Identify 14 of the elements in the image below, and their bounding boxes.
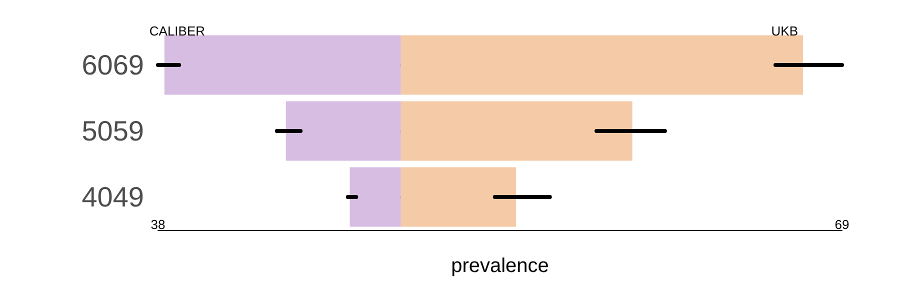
bar [164,35,401,95]
x-tick-label: 69 [834,217,850,232]
bar [400,167,516,227]
bar [400,35,804,95]
y-tick-label: 5059 [82,116,144,146]
bar [350,167,401,227]
series-label: CALIBER [149,23,206,38]
series-label: UKB [771,23,798,38]
bar [286,101,401,161]
y-tick-label: 4049 [82,182,144,212]
x-axis-title: prevalence [451,255,549,277]
x-tick-label: 38 [150,217,166,232]
y-tick-label: 6069 [82,50,144,80]
bar [400,101,632,161]
